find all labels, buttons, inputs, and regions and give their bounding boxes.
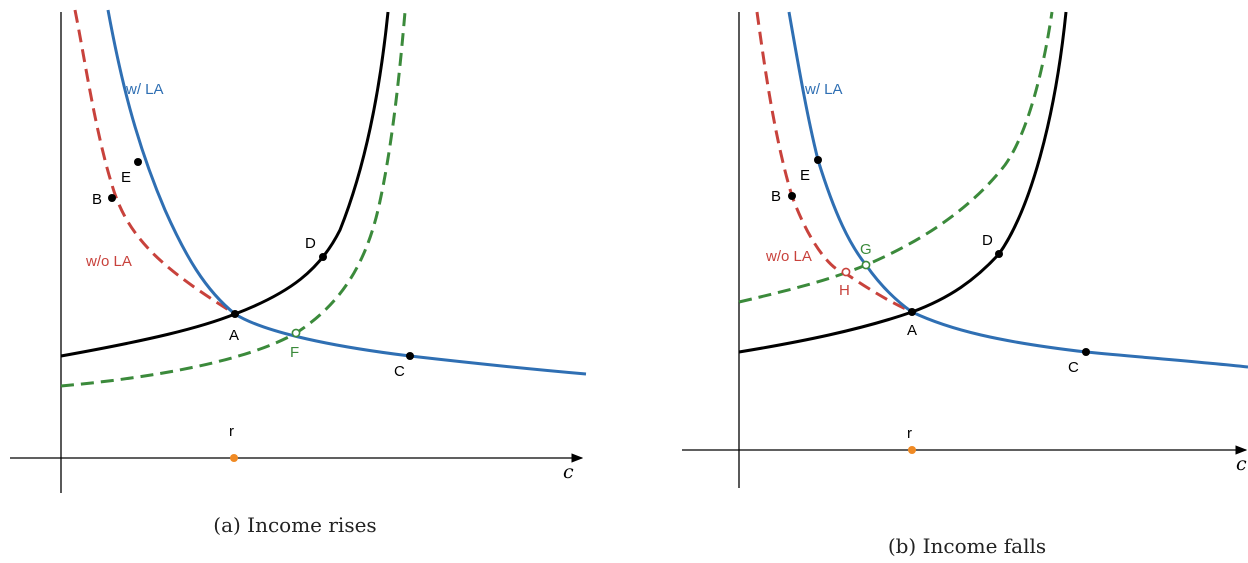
point-a — [908, 308, 916, 316]
green-dashed-curve — [60, 11, 407, 388]
with-la-label: w/ LA — [125, 81, 164, 98]
point-a-label: A — [907, 322, 917, 339]
black-curve — [738, 11, 1068, 354]
point-e-label: E — [800, 167, 810, 184]
r-label: r — [907, 425, 912, 442]
point-c-label: C — [1068, 359, 1079, 376]
caption-a: (a) Income rises — [213, 513, 376, 537]
point-c-label: C — [394, 363, 405, 380]
point-d-label: D — [305, 235, 316, 252]
point-f — [291, 328, 301, 338]
point-a — [231, 310, 239, 318]
panel-b: c w/ LA w/o LA A B C D E G H r (b) Incom… — [682, 11, 1248, 558]
without-la-label: w/o LA — [765, 248, 812, 265]
black-curve — [60, 11, 390, 358]
x-axis-label: c — [1236, 453, 1247, 475]
point-d-label: D — [982, 232, 993, 249]
point-g-label: G — [860, 241, 872, 258]
point-b — [788, 192, 796, 200]
without-la-label: w/o LA — [85, 253, 132, 270]
r-label: r — [229, 423, 234, 440]
panel-a: c w/ LA w/o LA A B C D E F r (a) Income … — [10, 9, 587, 537]
point-g — [861, 260, 871, 270]
point-e — [134, 158, 142, 166]
point-e — [814, 156, 822, 164]
point-h-label: H — [839, 282, 850, 299]
r-marker — [230, 454, 238, 462]
x-axis-label: c — [563, 461, 574, 483]
with-la-label: w/ LA — [804, 81, 843, 98]
point-a-label: A — [229, 327, 239, 344]
point-d — [319, 253, 327, 261]
point-b-label: B — [771, 188, 781, 205]
point-c — [406, 352, 414, 360]
point-c — [1082, 348, 1090, 356]
point-e-label: E — [121, 169, 131, 186]
with-la-curve — [787, 11, 1248, 369]
point-d — [995, 250, 1003, 258]
point-b-label: B — [92, 191, 102, 208]
point-h — [841, 267, 851, 277]
point-b — [108, 194, 116, 202]
without-la-curve — [73, 9, 236, 316]
r-marker — [908, 446, 916, 454]
with-la-curve — [106, 9, 587, 376]
point-f-label: F — [290, 344, 299, 361]
green-dashed-curve — [738, 11, 1054, 304]
without-la-curve — [755, 11, 913, 314]
caption-b: (b) Income falls — [888, 534, 1046, 558]
